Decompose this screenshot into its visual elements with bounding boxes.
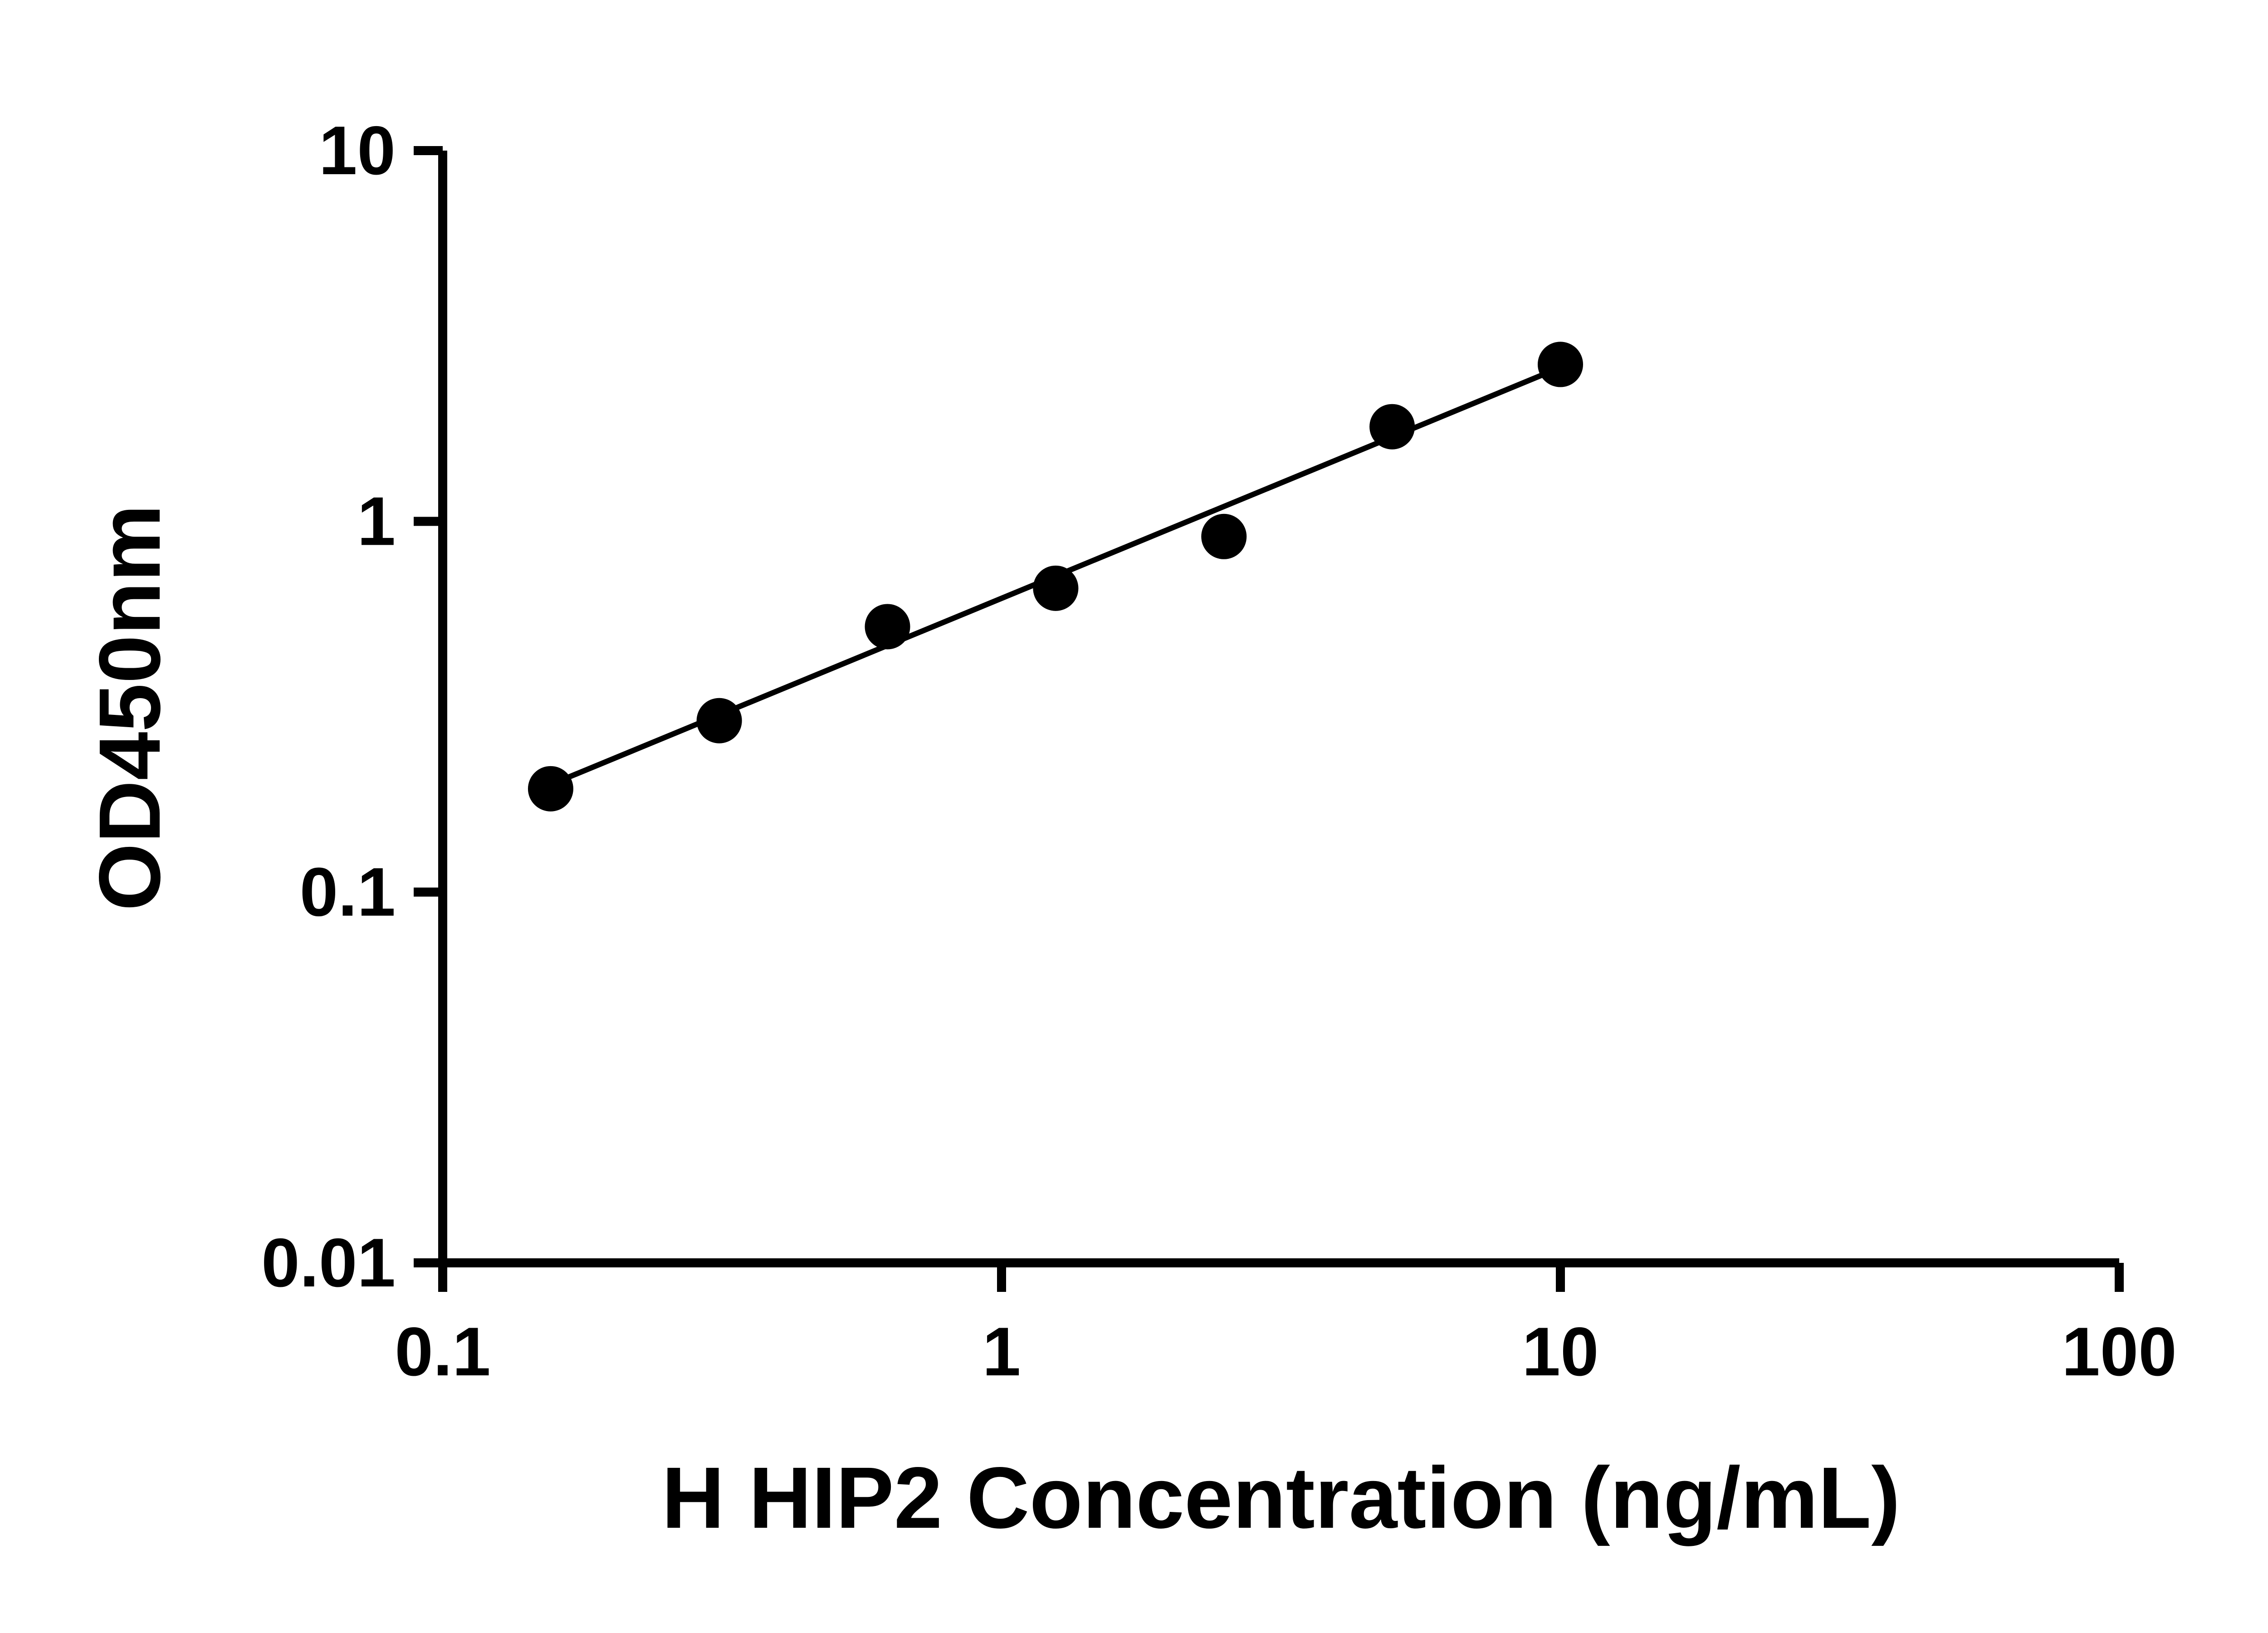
- x-tick-label: 0.1: [395, 1313, 490, 1390]
- plot-area: 0.1 1 10 100 0.01 0.1 1 10: [261, 112, 2177, 1390]
- data-point: [1369, 404, 1415, 450]
- data-point: [865, 604, 910, 650]
- axis-lines: [438, 151, 2119, 1267]
- y-tick-label: 1: [357, 483, 396, 560]
- data-point: [696, 698, 742, 743]
- x-axis-title: H HIP2 Concentration (ng/mL): [662, 1449, 1901, 1546]
- y-tick-label: 0.1: [300, 854, 396, 931]
- y-tick-label: 0.01: [261, 1224, 396, 1301]
- data-point: [528, 766, 573, 812]
- x-tick-label: 10: [1522, 1313, 1598, 1390]
- y-axis-title: OD450nm: [81, 504, 178, 911]
- x-tick-label: 100: [2062, 1313, 2177, 1390]
- data-point: [1538, 342, 1583, 387]
- data-point: [1033, 565, 1079, 611]
- x-tick-label: 1: [982, 1313, 1021, 1390]
- y-tick-label: 10: [319, 112, 396, 189]
- data-point: [1201, 513, 1247, 559]
